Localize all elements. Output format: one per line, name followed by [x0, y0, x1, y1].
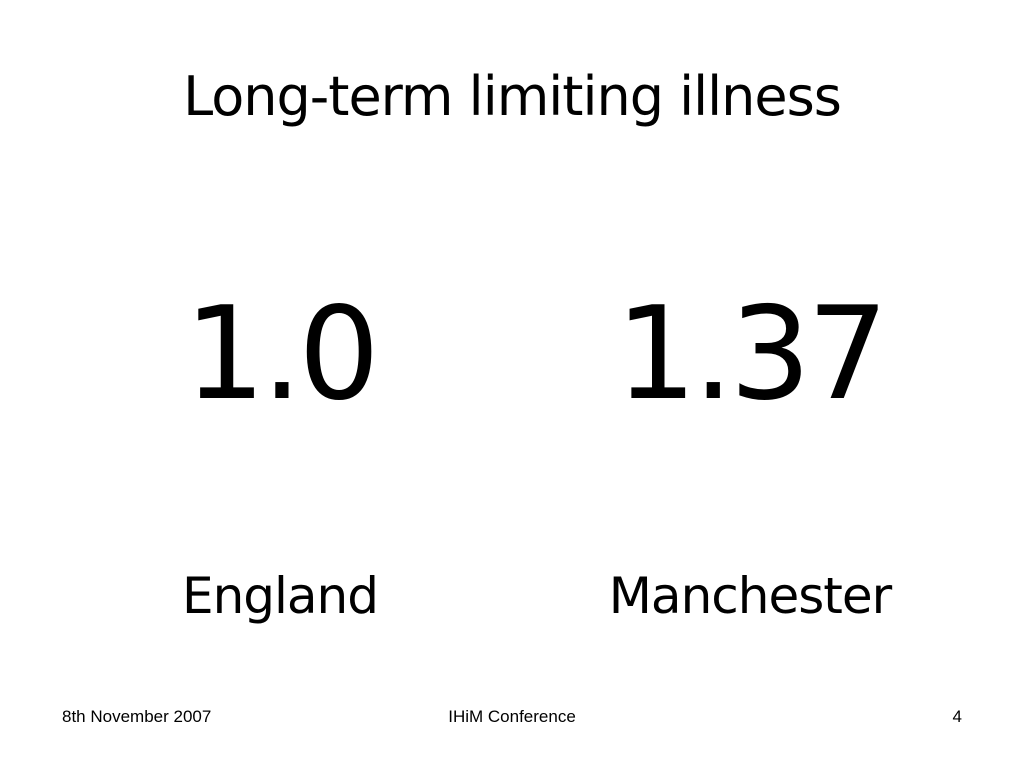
page-number: 4 — [952, 707, 962, 726]
footer-date: 8th November 2007 — [62, 707, 212, 726]
footer-event: IHiM Conference — [448, 707, 576, 726]
slide-title: Long-term limiting illness — [183, 65, 842, 128]
manchester-value: 1.37 — [615, 280, 889, 429]
england-label: England — [182, 567, 379, 625]
manchester-label: Manchester — [608, 567, 892, 625]
england-value: 1.0 — [184, 280, 380, 429]
